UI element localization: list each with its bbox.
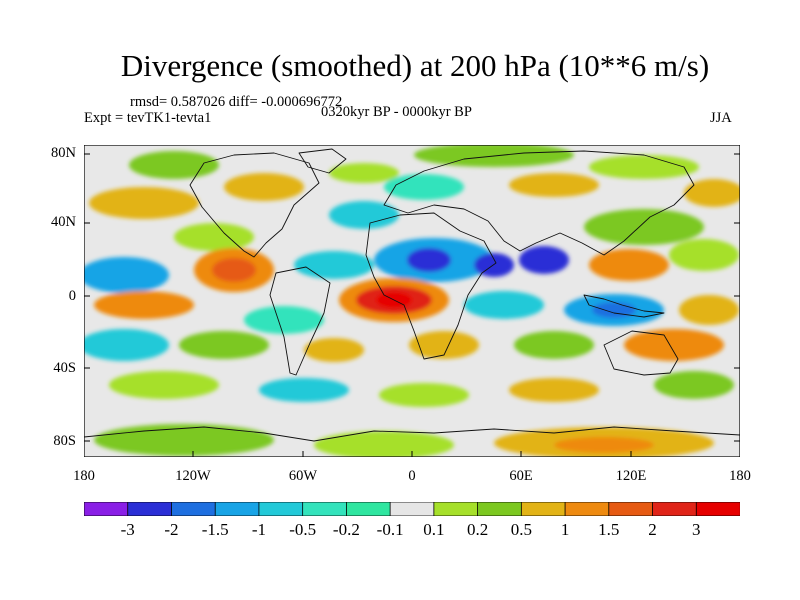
coastlines xyxy=(84,148,740,442)
contour-blob xyxy=(514,331,594,359)
lon-label-180w: 180 xyxy=(73,468,95,484)
contour-blob xyxy=(212,258,256,282)
colorbar-swatch xyxy=(695,502,740,516)
colorbar-tick-label: 1.5 xyxy=(598,520,620,539)
coastline-south-america xyxy=(269,266,331,376)
colorbar-tick-label: -0.1 xyxy=(376,520,404,539)
coastline-north-america xyxy=(189,152,320,258)
lat-label-80s: 80S xyxy=(53,433,76,449)
coastline-greenland xyxy=(298,148,347,174)
colorbar-swatch xyxy=(171,502,216,516)
contour-blob xyxy=(589,155,699,179)
contour-blob xyxy=(589,249,669,281)
contour-blob xyxy=(89,187,199,219)
colorbar-tick-label: -0.2 xyxy=(332,520,360,539)
contour-blob xyxy=(314,431,454,457)
contour-blob xyxy=(592,302,636,318)
axis-ticks xyxy=(84,153,740,457)
colorbar-tick-label: -3 xyxy=(120,520,135,539)
contour-blob xyxy=(94,424,274,456)
colorbar-tick-label: -0.5 xyxy=(289,520,317,539)
colorbar-swatch xyxy=(302,502,348,516)
lon-label-120w: 120W xyxy=(175,468,211,484)
lat-label-40n: 40N xyxy=(51,214,76,230)
lat-label-equator: 0 xyxy=(68,288,76,304)
contour-blob xyxy=(329,163,399,183)
contour-blob xyxy=(684,179,740,207)
divergence-contours xyxy=(84,145,740,457)
lon-label-60w: 60W xyxy=(288,468,318,484)
colorbar-tick-label: 2 xyxy=(648,520,657,539)
contour-blob xyxy=(519,246,569,274)
contour-blob xyxy=(584,209,704,245)
contour-blob xyxy=(679,295,739,325)
contour-blob xyxy=(669,239,739,271)
colorbar-tick-label: 0.2 xyxy=(466,520,489,539)
colorbar-tick-label: -1 xyxy=(251,520,267,539)
colorbar-swatch xyxy=(345,502,391,516)
colorbar-tick-label: 1 xyxy=(560,520,570,539)
colorbar-tick-label: -2 xyxy=(164,520,179,539)
contour-blob xyxy=(384,174,464,200)
rmsd-diff-stats: rmsd= 0.587026 diff= -0.000696772 xyxy=(130,94,343,110)
colorbar-swatch xyxy=(652,502,697,516)
lon-label-120e: 120E xyxy=(615,468,647,484)
contour-blob xyxy=(129,151,219,179)
plot-title: Divergence (smoothed) at 200 hPa (10**6 … xyxy=(120,48,710,83)
colorbar-swatch xyxy=(477,502,523,516)
colorbar-swatch xyxy=(433,502,479,516)
contour-blob xyxy=(474,253,514,277)
contour-blob xyxy=(409,331,479,359)
coastline-antarctica xyxy=(84,426,740,442)
contour-blob xyxy=(109,371,219,399)
coastline-maritime-continent xyxy=(583,294,665,318)
lat-label-40s: 40S xyxy=(53,360,76,376)
contour-blob xyxy=(304,338,364,362)
colorbar-tick-label: 0.5 xyxy=(510,520,532,539)
contour-blob xyxy=(174,223,254,251)
contour-blob xyxy=(294,251,374,279)
contour-blob xyxy=(179,331,269,359)
lon-label-180e: 180 xyxy=(729,468,751,484)
contour-blob xyxy=(84,257,169,293)
lon-label-0: 0 xyxy=(408,468,416,484)
contour-blob xyxy=(464,291,544,319)
colorbar-swatch xyxy=(214,502,260,516)
colorbar-tick-label: 0.1 xyxy=(423,520,445,539)
contour-blob xyxy=(509,173,599,197)
colorbar xyxy=(84,502,740,516)
contour-blob xyxy=(244,306,324,334)
contour-blob xyxy=(379,383,469,407)
colorbar-tick-label: -1.5 xyxy=(201,520,229,539)
contour-blob xyxy=(509,378,599,402)
colorbar-swatch xyxy=(564,502,610,516)
contour-blob xyxy=(554,437,654,453)
contour-blob xyxy=(654,371,734,399)
colorbar-swatch xyxy=(608,502,654,516)
contour-blob xyxy=(624,329,724,361)
coastline-africa xyxy=(365,212,497,360)
colorbar-swatch xyxy=(389,502,435,516)
colorbar-swatch xyxy=(258,502,304,516)
colorbar-swatch xyxy=(520,502,566,516)
contour-blob xyxy=(94,291,194,319)
colorbar-tick-label: 3 xyxy=(692,520,701,539)
contour-blob xyxy=(224,173,304,201)
coastline-australia xyxy=(603,330,679,376)
contour-blob xyxy=(84,329,169,361)
experiment-label: Expt = tevTK1-tevta1 xyxy=(84,110,212,126)
contour-blob xyxy=(407,248,451,272)
lat-label-80n: 80N xyxy=(51,145,76,161)
contour-blob xyxy=(259,378,349,402)
divergence-map xyxy=(84,145,740,457)
season-label: JJA xyxy=(710,110,732,126)
colorbar-swatch xyxy=(127,502,173,516)
period-label: 0320kyr BP - 0000kyr BP xyxy=(321,104,472,120)
coastline-eurasia xyxy=(383,150,695,256)
lon-label-60e: 60E xyxy=(509,468,533,484)
contour-blob xyxy=(329,201,399,229)
colorbar-swatch xyxy=(84,502,129,516)
